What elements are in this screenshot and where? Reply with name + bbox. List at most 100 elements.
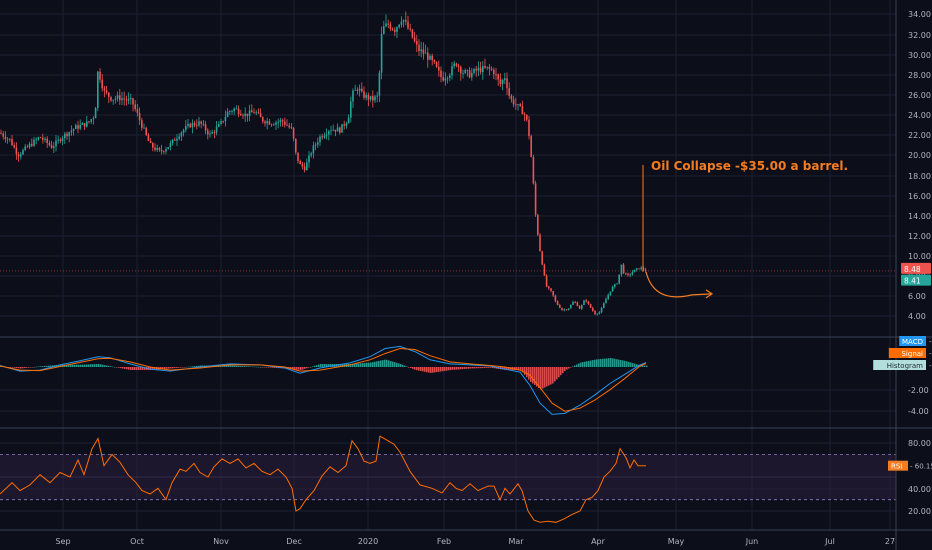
- candle-body: [407, 21, 409, 29]
- macd-histogram-bar: [324, 364, 326, 367]
- macd-histogram-bar: [318, 364, 320, 367]
- candle-body: [262, 117, 264, 122]
- macd-histogram-bar: [98, 364, 100, 367]
- macd-histogram-bar: [586, 361, 588, 367]
- candle-body: [323, 135, 326, 138]
- macd-histogram-bar: [596, 359, 598, 367]
- candle-body: [147, 134, 150, 141]
- macd-histogram-bar: [640, 365, 642, 367]
- macd-histogram-bar: [546, 367, 548, 387]
- macd-histogram-bar: [268, 367, 270, 368]
- macd-histogram-bar: [274, 367, 276, 368]
- macd-histogram-bar: [298, 367, 300, 370]
- candle-body: [570, 305, 572, 309]
- macd-histogram-bar: [32, 367, 34, 368]
- candle-body: [127, 98, 130, 101]
- candle-body: [97, 71, 99, 109]
- macd-histogram-bar: [418, 367, 420, 371]
- signal-line: [0, 347, 647, 412]
- candle-body: [499, 79, 502, 84]
- candle-body: [226, 111, 229, 117]
- macd-legend-name-bg: [873, 360, 926, 370]
- macd-histogram-bar: [478, 367, 480, 369]
- macd-histogram-bar: [14, 367, 16, 368]
- candle-body: [325, 134, 328, 136]
- macd-histogram-bar: [114, 367, 116, 368]
- macd-histogram-bar: [506, 367, 508, 370]
- candle-body: [581, 305, 583, 309]
- macd-histogram-bar: [608, 358, 610, 367]
- macd-histogram-bar: [76, 364, 78, 367]
- macd-histogram-bar: [88, 364, 90, 367]
- macd-histogram-bar: [364, 362, 366, 367]
- candle-body: [466, 70, 469, 71]
- candle-body: [50, 145, 53, 149]
- candle-body: [240, 114, 242, 116]
- macd-histogram-bar: [370, 362, 372, 367]
- candle-body: [295, 138, 297, 153]
- macd-histogram-bar: [12, 367, 14, 368]
- macd-histogram-bar: [584, 361, 586, 367]
- macd-histogram-bar: [442, 367, 444, 372]
- macd-histogram-bar: [588, 360, 590, 367]
- rsi-pane: [0, 435, 896, 523]
- macd-histogram-bar: [618, 359, 620, 367]
- candle-body: [292, 127, 295, 139]
- candle-body: [339, 127, 341, 133]
- macd-histogram-bar: [600, 359, 602, 367]
- macd-histogram-bar: [66, 364, 68, 367]
- candle-body: [231, 111, 233, 113]
- candle-body: [178, 136, 180, 139]
- macd-histogram-bar: [180, 367, 182, 368]
- macd-histogram-bar: [444, 367, 446, 371]
- candle-body: [114, 98, 117, 100]
- macd-histogram-bar: [168, 367, 170, 369]
- candle-body: [387, 23, 389, 25]
- candle-body: [598, 312, 601, 314]
- macd-histogram-bar: [424, 367, 426, 372]
- macd-histogram-bar: [446, 367, 448, 371]
- macd-histogram-bar: [172, 367, 174, 369]
- macd-histogram-bar: [366, 362, 368, 367]
- macd-pane: [0, 345, 648, 415]
- candle-body: [211, 132, 213, 134]
- macd-histogram-bar: [428, 367, 430, 373]
- macd-histogram-bar: [358, 363, 360, 367]
- candle-body: [255, 112, 257, 114]
- macd-histogram-bar: [456, 367, 458, 370]
- x-tick-label: Oct: [130, 537, 144, 546]
- candle-body: [270, 124, 273, 126]
- candle-body: [352, 90, 354, 102]
- rsi-background-band: [0, 454, 896, 500]
- macd-histogram-bar: [142, 367, 144, 370]
- price-y-tick-label: 34.00: [908, 10, 931, 19]
- macd-histogram-bar: [20, 367, 22, 369]
- macd-histogram-bar: [550, 367, 552, 385]
- candle-body: [33, 139, 35, 146]
- annotation-arrow: [645, 271, 713, 298]
- macd-histogram-bar: [554, 367, 556, 382]
- macd-histogram-bar: [22, 367, 24, 369]
- candle-body: [152, 142, 154, 148]
- candle-body: [68, 132, 70, 137]
- macd-histogram-bar: [120, 367, 122, 369]
- candle-body: [433, 60, 436, 63]
- macd-histogram-bar: [296, 367, 298, 370]
- candle-body: [350, 101, 352, 118]
- x-tick-label: Dec: [286, 537, 301, 546]
- rsi-legend-name: RSI: [891, 463, 902, 471]
- macd-histogram-bar: [630, 362, 632, 367]
- macd-histogram-bar: [188, 366, 190, 368]
- macd-histogram-bar: [400, 364, 402, 367]
- macd-histogram-bar: [408, 367, 410, 368]
- candle-body: [409, 28, 411, 30]
- macd-histogram-bar: [320, 364, 322, 367]
- macd-histogram-bar: [598, 359, 600, 367]
- macd-histogram-bar: [246, 366, 248, 367]
- candle-body: [462, 72, 464, 74]
- macd-histogram-bar: [398, 363, 400, 367]
- candle-body: [143, 127, 145, 129]
- macd-histogram-bar: [356, 363, 358, 367]
- price-y-tick-label: 4.00: [908, 312, 926, 321]
- macd-histogram-bar: [614, 358, 616, 367]
